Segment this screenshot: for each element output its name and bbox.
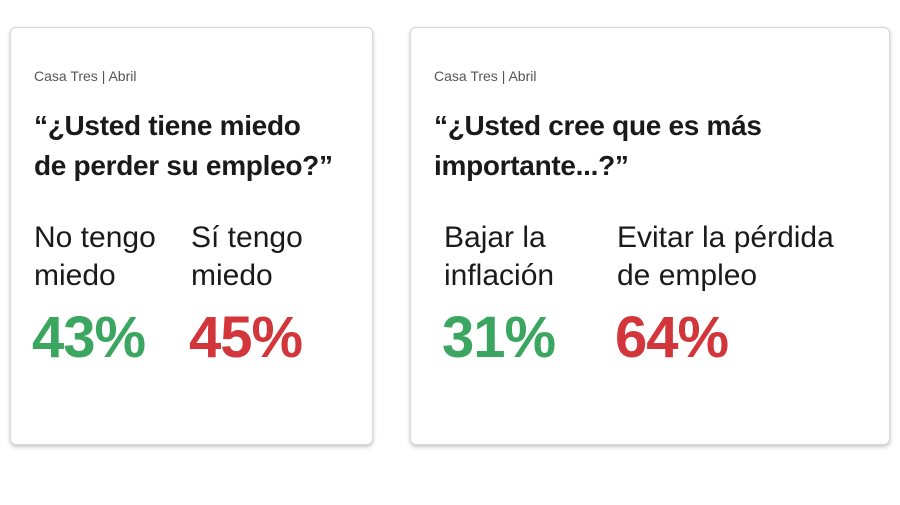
option-value-lower-inflation: 31% [442, 305, 556, 370]
poll-question-line-2: importante...?” [434, 150, 629, 181]
option-label-line-2: miedo [34, 259, 116, 292]
option-label-line-1: Evitar la pérdida [617, 221, 834, 254]
option-label-line-1: Bajar la [444, 221, 546, 254]
poll-card-priority: Casa Tres | Abril “¿Usted cree que es má… [410, 27, 890, 445]
option-label-avoid-job-loss: Evitar la pérdida de empleo [617, 219, 834, 295]
poll-source: Casa Tres | Abril [434, 68, 537, 84]
option-label-lower-inflation: Bajar la inflación [444, 219, 554, 295]
option-label-fear: Sí tengo miedo [191, 219, 303, 295]
option-value-no-fear: 43% [32, 305, 146, 370]
option-label-line-1: No tengo [34, 221, 156, 254]
option-label-line-2: miedo [191, 259, 273, 292]
option-value-fear: 45% [189, 305, 303, 370]
option-label-line-2: de empleo [617, 259, 758, 292]
poll-question: “¿Usted tiene miedo de perder su empleo?… [34, 106, 333, 186]
option-label-line-1: Sí tengo [191, 221, 303, 254]
poll-question-line-1: “¿Usted cree que es más [434, 110, 762, 141]
option-value-avoid-job-loss: 64% [615, 305, 729, 370]
poll-question-line-1: “¿Usted tiene miedo [34, 110, 301, 141]
option-label-no-fear: No tengo miedo [34, 219, 156, 295]
poll-card-job-fear: Casa Tres | Abril “¿Usted tiene miedo de… [10, 27, 373, 445]
poll-source: Casa Tres | Abril [34, 68, 137, 84]
poll-question-line-2: de perder su empleo?” [34, 150, 333, 181]
poll-question: “¿Usted cree que es más importante...?” [434, 106, 762, 186]
option-label-line-2: inflación [444, 259, 555, 292]
